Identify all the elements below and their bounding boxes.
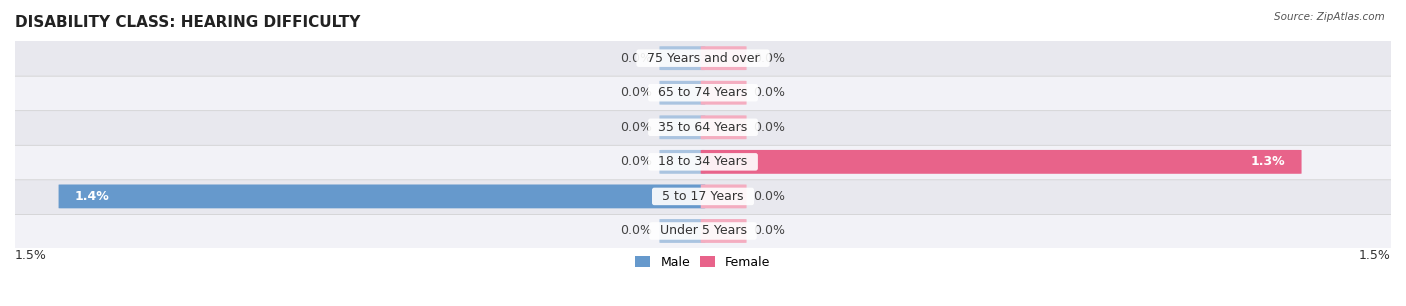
FancyBboxPatch shape <box>700 81 747 105</box>
FancyBboxPatch shape <box>59 185 706 208</box>
FancyBboxPatch shape <box>659 81 706 105</box>
FancyBboxPatch shape <box>6 40 1400 76</box>
FancyBboxPatch shape <box>659 219 706 243</box>
Text: 0.0%: 0.0% <box>620 155 652 168</box>
Text: 1.4%: 1.4% <box>75 190 110 203</box>
Text: 0.0%: 0.0% <box>620 52 652 65</box>
Text: 0.0%: 0.0% <box>620 86 652 99</box>
Text: 18 to 34 Years: 18 to 34 Years <box>651 155 755 168</box>
Text: DISABILITY CLASS: HEARING DIFFICULTY: DISABILITY CLASS: HEARING DIFFICULTY <box>15 15 360 30</box>
Text: 0.0%: 0.0% <box>754 52 786 65</box>
Text: 1.3%: 1.3% <box>1251 155 1285 168</box>
Text: 0.0%: 0.0% <box>620 225 652 237</box>
Text: Source: ZipAtlas.com: Source: ZipAtlas.com <box>1274 12 1385 22</box>
Text: 0.0%: 0.0% <box>754 86 786 99</box>
Text: Under 5 Years: Under 5 Years <box>651 225 755 237</box>
Legend: Male, Female: Male, Female <box>636 256 770 269</box>
Text: 35 to 64 Years: 35 to 64 Years <box>651 121 755 134</box>
Text: 1.5%: 1.5% <box>15 249 46 262</box>
FancyBboxPatch shape <box>659 115 706 139</box>
Text: 1.5%: 1.5% <box>1360 249 1391 262</box>
Text: 5 to 17 Years: 5 to 17 Years <box>654 190 752 203</box>
FancyBboxPatch shape <box>700 115 747 139</box>
Text: 0.0%: 0.0% <box>754 225 786 237</box>
FancyBboxPatch shape <box>700 46 747 70</box>
FancyBboxPatch shape <box>659 46 706 70</box>
Text: 0.0%: 0.0% <box>754 121 786 134</box>
Text: 0.0%: 0.0% <box>754 190 786 203</box>
FancyBboxPatch shape <box>700 185 747 208</box>
FancyBboxPatch shape <box>659 150 706 174</box>
Text: 65 to 74 Years: 65 to 74 Years <box>651 86 755 99</box>
FancyBboxPatch shape <box>6 109 1400 145</box>
FancyBboxPatch shape <box>700 219 747 243</box>
FancyBboxPatch shape <box>6 178 1400 215</box>
FancyBboxPatch shape <box>700 150 1302 174</box>
FancyBboxPatch shape <box>6 213 1400 249</box>
Text: 75 Years and over: 75 Years and over <box>638 52 768 65</box>
FancyBboxPatch shape <box>6 144 1400 180</box>
Text: 0.0%: 0.0% <box>620 121 652 134</box>
FancyBboxPatch shape <box>6 75 1400 111</box>
